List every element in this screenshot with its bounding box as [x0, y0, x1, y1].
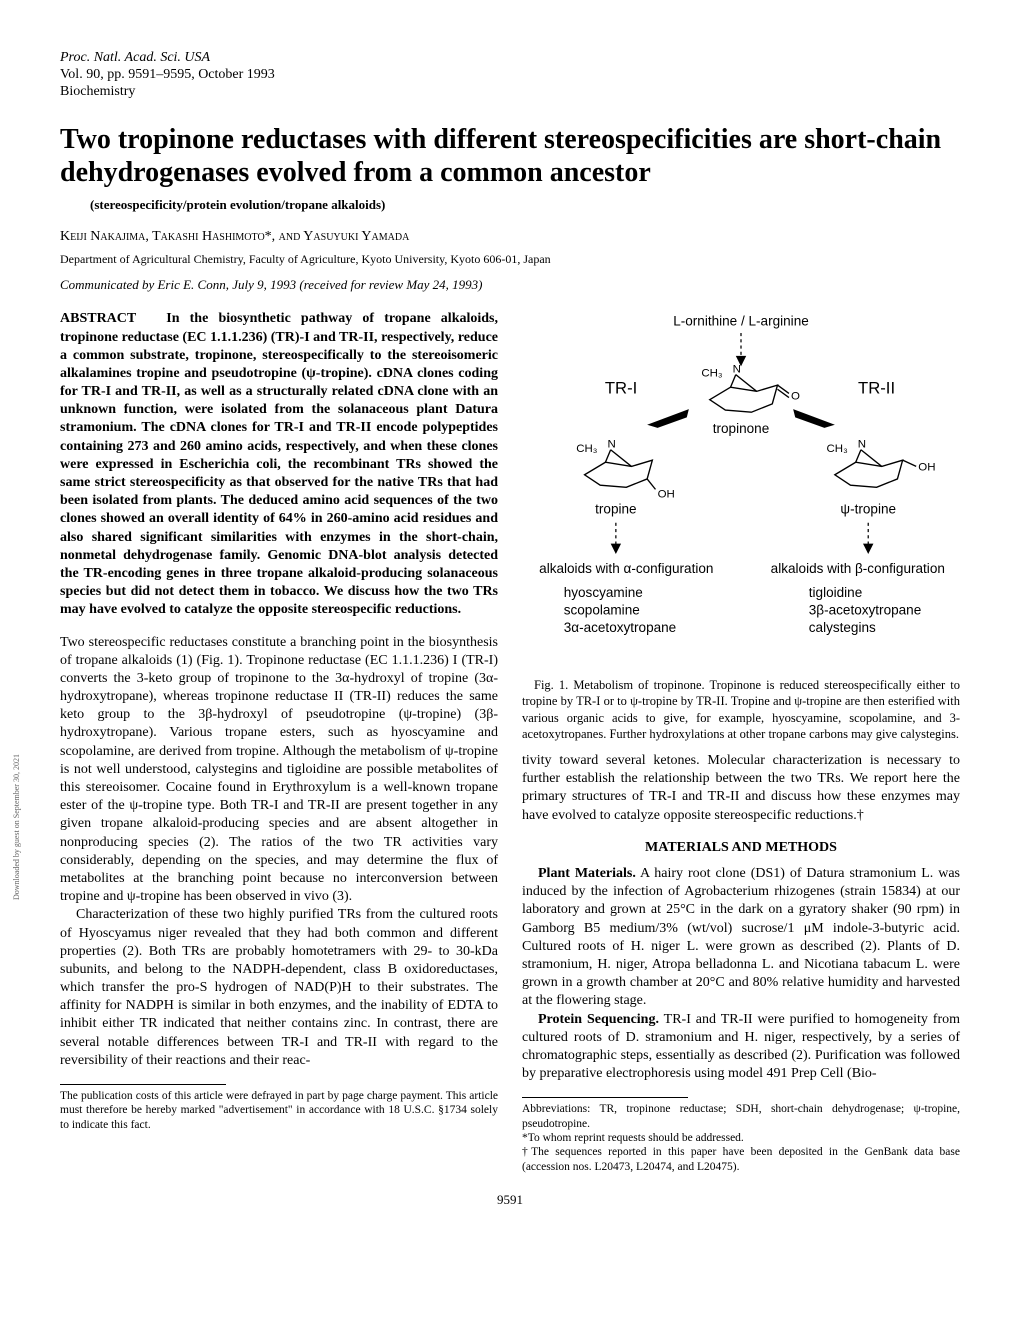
article-title: Two tropinone reductases with different … [60, 124, 960, 188]
svg-text:CH₃: CH₃ [576, 443, 598, 455]
fig-beta-config: alkaloids with β-configuration [771, 561, 945, 576]
materials-p1-label: Plant Materials. [538, 866, 636, 881]
header-meta: Proc. Natl. Acad. Sci. USA Vol. 90, pp. … [60, 50, 960, 100]
authors: Keiji Nakajima, Takashi Hashimoto*, and … [60, 228, 960, 246]
fig-tr1: TR-I [605, 379, 637, 398]
footnote-left: The publication costs of this article we… [60, 1089, 498, 1132]
body-p3: tivity toward several ketones. Molecular… [522, 752, 960, 825]
materials-p1: Plant Materials. A hairy root clone (DS1… [522, 865, 960, 1011]
materials-p1-text: A hairy root clone (DS1) of Datura stram… [522, 866, 960, 1008]
abstract-label: ABSTRACT [60, 310, 136, 328]
download-watermark: Downloaded by guest on September 30, 202… [12, 754, 22, 900]
fig-alpha-config: alkaloids with α-configuration [539, 561, 713, 576]
fig-beta-2: 3β-acetoxytropane [809, 603, 921, 618]
materials-p2: Protein Sequencing. TR-I and TR-II were … [522, 1011, 960, 1084]
svg-text:N: N [733, 364, 741, 376]
materials-p2-label: Protein Sequencing. [538, 1012, 659, 1027]
journal-name: Proc. Natl. Acad. Sci. USA [60, 50, 960, 67]
fig-psitropine: ψ-tropine [840, 502, 896, 517]
svg-text:N: N [858, 439, 866, 451]
footnote-abbrev: Abbreviations: TR, tropinone reductase; … [522, 1102, 960, 1131]
svg-text:O: O [791, 391, 800, 403]
fig-beta-3: calystegins [809, 621, 876, 636]
materials-heading: MATERIALS AND METHODS [522, 839, 960, 857]
fig-beta-1: tigloidine [809, 585, 862, 600]
svg-text:OH: OH [658, 489, 675, 501]
fig-tropinone: tropinone [713, 421, 770, 436]
fig-tr2: TR-II [858, 379, 895, 398]
footnote-star: *To whom reprint requests should be addr… [522, 1131, 960, 1145]
article-subtitle: (stereospecificity/protein evolution/tro… [90, 197, 960, 214]
abstract-text: In the biosynthetic pathway of tropane a… [60, 311, 498, 617]
figure-1-diagram: .flab { font-family: Arial, Helvetica, s… [522, 310, 960, 665]
page-number: 9591 [60, 1192, 960, 1209]
figure-1: .flab { font-family: Arial, Helvetica, s… [522, 310, 960, 742]
fig-tropine: tropine [595, 502, 636, 517]
fig-alpha-2: scopolamine [564, 603, 640, 618]
figure-1-caption: Fig. 1. Metabolism of tropinone. Tropino… [522, 677, 960, 742]
fig-alpha-1: hyoscyamine [564, 585, 643, 600]
footnote-rule-right [522, 1097, 688, 1098]
body-p1: Two stereospecific reductases constitute… [60, 634, 498, 907]
footnote-rule-left [60, 1084, 226, 1085]
fig-alpha-3: 3α-acetoxytropane [564, 621, 677, 636]
abstract: ABSTRACTIn the biosynthetic pathway of t… [60, 310, 498, 619]
svg-text:N: N [608, 439, 616, 451]
body-p2: Characterization of these two highly pur… [60, 906, 498, 1070]
fig-precursor: L-ornithine / L-arginine [673, 314, 809, 329]
section-name: Biochemistry [60, 84, 960, 101]
vol-pages: Vol. 90, pp. 9591–9595, October 1993 [60, 67, 960, 84]
svg-text:CH₃: CH₃ [701, 368, 723, 380]
footnote-dagger: †The sequences reported in this paper ha… [522, 1145, 960, 1174]
communicated-by: Communicated by Eric E. Conn, July 9, 19… [60, 277, 960, 294]
svg-text:CH₃: CH₃ [827, 443, 849, 455]
affiliation: Department of Agricultural Chemistry, Fa… [60, 252, 960, 268]
fig-caption-label: Fig. 1. [534, 678, 568, 692]
fig-caption-text: Metabolism of tropinone. Tropinone is re… [522, 678, 960, 741]
svg-text:OH: OH [918, 462, 935, 474]
